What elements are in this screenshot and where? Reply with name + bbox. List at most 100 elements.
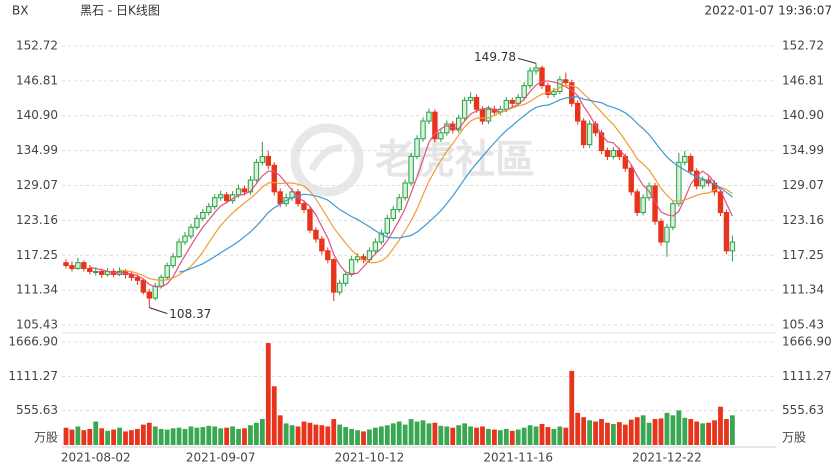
volume-bar — [343, 427, 349, 445]
volume-tick-label-right: 1666.90 — [782, 335, 832, 349]
candle-body — [301, 203, 307, 211]
volume-bar — [634, 417, 640, 445]
y-tick-label: 117.25 — [16, 248, 58, 262]
volume-bar — [724, 419, 729, 445]
volume-bar — [373, 427, 378, 445]
volume-tick-label: 1666.90 — [8, 335, 58, 349]
volume-bar — [170, 428, 176, 445]
candle-body — [676, 161, 682, 205]
volume-bar — [254, 422, 259, 445]
volume-bar — [259, 419, 265, 445]
low-annotation-leader — [149, 307, 168, 315]
candle-body — [408, 155, 414, 184]
moving-average-line — [178, 96, 733, 273]
candle-body — [414, 138, 420, 157]
candle-body — [688, 155, 694, 172]
low-annotation: 108.37 — [169, 307, 211, 321]
volume-tick-label-right: 1111.27 — [782, 369, 832, 383]
volume-bar — [224, 427, 230, 445]
volume-bar — [730, 415, 735, 445]
volume-bar — [307, 422, 313, 445]
x-tick-label: 2021-10-12 — [335, 451, 405, 465]
y-tick-label-right: 129.07 — [782, 178, 824, 192]
candle-body — [527, 70, 533, 87]
candle-body — [331, 259, 337, 293]
volume-bar — [658, 418, 664, 445]
volume-bar — [105, 430, 111, 445]
candle-body — [337, 282, 343, 293]
volume-bar — [87, 428, 93, 445]
candle-body — [277, 191, 283, 205]
y-tick-label: 134.99 — [16, 143, 58, 157]
candle-body — [717, 191, 724, 213]
candle-body — [438, 132, 444, 140]
volume-bar — [384, 425, 390, 445]
candle-body — [503, 99, 510, 110]
candle-body — [182, 235, 188, 243]
candle-body — [259, 155, 266, 163]
candle-body — [241, 188, 248, 193]
volume-bar — [325, 426, 331, 445]
volume-bar — [396, 421, 402, 445]
candle-body — [390, 209, 396, 219]
candle-body — [485, 108, 492, 122]
volume-bar — [146, 422, 152, 445]
volume-bar — [492, 429, 497, 445]
candle-body — [467, 96, 474, 101]
volume-bar — [706, 422, 711, 445]
candle-body — [521, 85, 527, 98]
volume-bar — [533, 426, 539, 445]
candle-body — [628, 167, 634, 193]
volume-bar — [575, 412, 581, 445]
volume-bar — [194, 427, 200, 445]
candle-body — [63, 262, 69, 267]
datetime: 2022-01-07 19:36:07 — [705, 4, 832, 18]
candle-body — [402, 182, 408, 199]
candle-body — [396, 197, 402, 211]
x-tick-label: 2021-12-22 — [632, 451, 702, 465]
y-tick-label-right: 123.16 — [782, 213, 824, 227]
candle-body — [652, 185, 658, 222]
candle-body — [313, 229, 319, 240]
volume-bar — [390, 423, 396, 445]
candle-body — [176, 241, 182, 258]
volume-bar — [277, 415, 283, 445]
candle-body — [307, 209, 313, 231]
candle-body — [75, 262, 81, 270]
candle-body — [557, 79, 563, 93]
volume-bar — [682, 417, 688, 445]
volume-bar — [200, 427, 206, 445]
volume-bar — [486, 428, 491, 445]
candle-body — [253, 161, 260, 181]
x-tick-label: 2021-09-07 — [186, 451, 256, 465]
volume-bar — [688, 419, 694, 445]
candle-body — [212, 197, 218, 208]
watermark: 老虎社區 — [290, 123, 535, 197]
candle-body — [586, 123, 593, 146]
volume-bar — [158, 428, 164, 445]
candle-body — [479, 108, 486, 122]
volume-bar — [611, 423, 616, 445]
volume-unit: 万股 — [34, 431, 58, 445]
volume-tick-label-right: 555.63 — [782, 403, 824, 417]
volume-tick-label: 555.63 — [16, 403, 58, 417]
volume-bar — [248, 425, 253, 445]
candle-body — [134, 276, 141, 281]
candle-body — [640, 197, 646, 213]
x-tick-label: 2021-08-02 — [61, 451, 131, 465]
volume-bar — [438, 425, 444, 445]
candle-body — [93, 270, 99, 273]
y-tick-label: 140.90 — [16, 108, 58, 122]
moving-average-line — [89, 80, 733, 288]
volume-bar — [206, 425, 212, 445]
candle-body — [533, 67, 539, 72]
candle-body — [354, 256, 361, 261]
candle-body — [420, 120, 426, 140]
volume-bar — [432, 422, 438, 445]
volume-bar — [694, 421, 700, 445]
volume-bar — [646, 422, 652, 445]
candle-body — [699, 179, 706, 187]
candle-body — [384, 217, 391, 234]
volume-bar — [63, 427, 69, 445]
